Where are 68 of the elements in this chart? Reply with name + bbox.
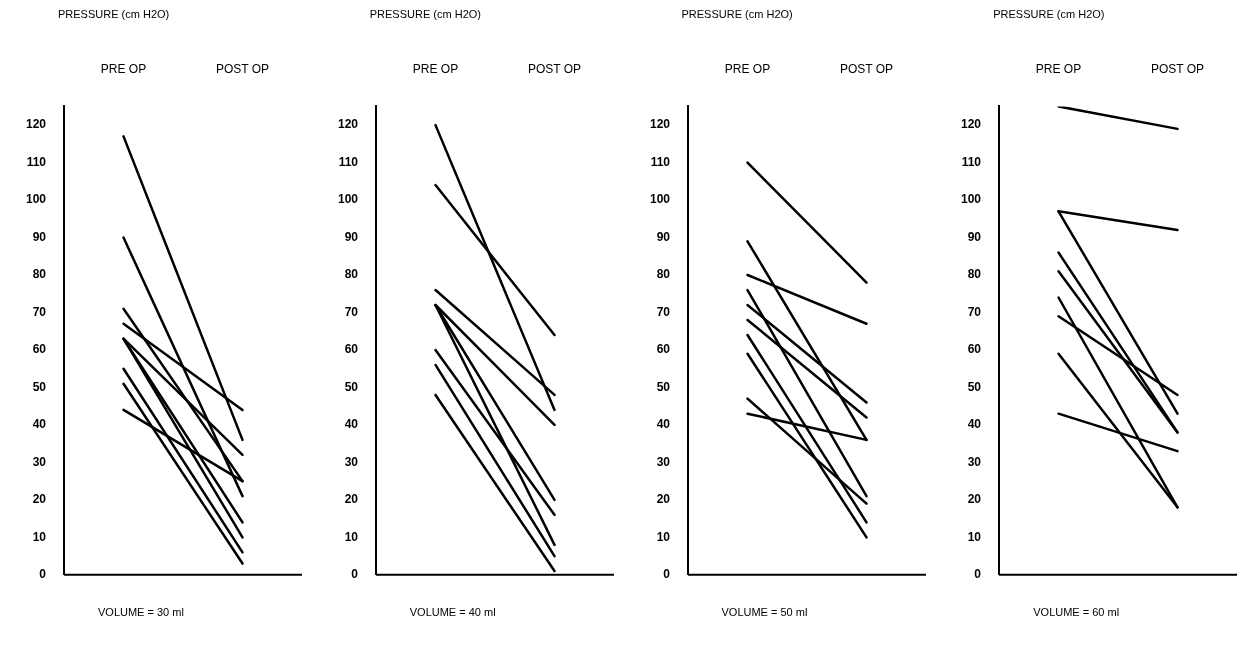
y-tick-label: 100 <box>337 192 359 207</box>
y-tick-label: 110 <box>338 154 359 169</box>
y-tick-label: 50 <box>656 379 670 394</box>
y-tick-label: 100 <box>649 192 670 207</box>
x-tick-label: POST OP <box>839 61 893 76</box>
y-tick-label: 120 <box>961 117 982 132</box>
y-tick-label: 20 <box>967 492 982 507</box>
y-tick-label: 40 <box>656 417 670 432</box>
y-tick-label: 80 <box>656 267 670 282</box>
y-tick-label: 80 <box>967 267 982 282</box>
y-tick-label: 90 <box>32 229 47 244</box>
y-tick-label: 60 <box>344 342 359 357</box>
x-tick-label: PRE OP <box>1036 61 1082 76</box>
y-tick-label: 0 <box>662 567 670 582</box>
x-axis-title: VOLUME = 50 ml <box>720 606 809 618</box>
y-tick-label: 80 <box>344 267 359 282</box>
y-tick-label: 0 <box>351 567 359 582</box>
y-axis-title: PRESSURE (cm H2O) <box>368 8 482 22</box>
y-tick-label: 90 <box>967 229 982 244</box>
y-tick-label: 0 <box>974 567 982 582</box>
y-tick-label: 110 <box>961 154 982 169</box>
y-tick-label: 90 <box>344 229 359 244</box>
x-tick-label: PRE OP <box>724 61 770 76</box>
y-tick-label: 70 <box>32 304 47 319</box>
y-tick-label: 50 <box>967 379 982 394</box>
y-tick-label: 70 <box>656 304 670 319</box>
y-tick-label: 60 <box>32 342 47 357</box>
y-tick-label: 60 <box>656 342 670 357</box>
y-tick-label: 20 <box>344 492 359 507</box>
y-tick-label: 100 <box>25 192 47 207</box>
x-axis-title: VOLUME = 30 ml <box>97 606 185 618</box>
y-axis-title: PRESSURE (cm H2O) <box>57 8 171 22</box>
x-tick-label: PRE OP <box>100 61 147 76</box>
y-tick-label: 110 <box>26 154 47 169</box>
y-tick-label: 40 <box>344 417 359 432</box>
x-tick-label: POST OP <box>215 61 270 76</box>
y-tick-label: 0 <box>39 567 47 582</box>
y-axis-title: PRESSURE (cm H2O) <box>992 8 1106 22</box>
x-tick-label: POST OP <box>1151 61 1205 76</box>
y-tick-label: 10 <box>344 529 359 544</box>
y-tick-label: 40 <box>32 417 47 432</box>
y-tick-label: 110 <box>650 154 670 169</box>
y-axis-title: PRESSURE (cm H2O) <box>680 8 794 22</box>
y-tick-label: 10 <box>32 529 47 544</box>
y-tick-label: 10 <box>967 529 982 544</box>
x-tick-label: PRE OP <box>412 61 458 76</box>
y-tick-label: 50 <box>344 379 359 394</box>
y-tick-label: 20 <box>32 492 47 507</box>
y-tick-label: 50 <box>32 379 47 394</box>
x-tick-label: POST OP <box>527 61 581 76</box>
y-tick-label: 30 <box>32 454 47 469</box>
y-tick-label: 120 <box>649 117 670 132</box>
y-tick-label: 20 <box>656 492 670 507</box>
x-axis-title: VOLUME = 60 ml <box>1032 606 1121 618</box>
y-tick-label: 60 <box>967 342 982 357</box>
y-tick-label: 70 <box>344 304 359 319</box>
y-tick-label: 40 <box>967 417 982 432</box>
y-tick-label: 120 <box>337 117 359 132</box>
y-tick-label: 90 <box>656 229 670 244</box>
y-tick-label: 30 <box>656 454 670 469</box>
y-tick-label: 30 <box>344 454 359 469</box>
y-tick-label: 100 <box>961 192 982 207</box>
y-tick-label: 10 <box>656 529 670 544</box>
y-tick-label: 70 <box>967 304 982 319</box>
y-tick-label: 30 <box>967 454 982 469</box>
x-axis-title: VOLUME = 40 ml <box>408 606 497 618</box>
y-tick-label: 80 <box>32 267 47 282</box>
y-tick-label: 120 <box>25 117 47 132</box>
